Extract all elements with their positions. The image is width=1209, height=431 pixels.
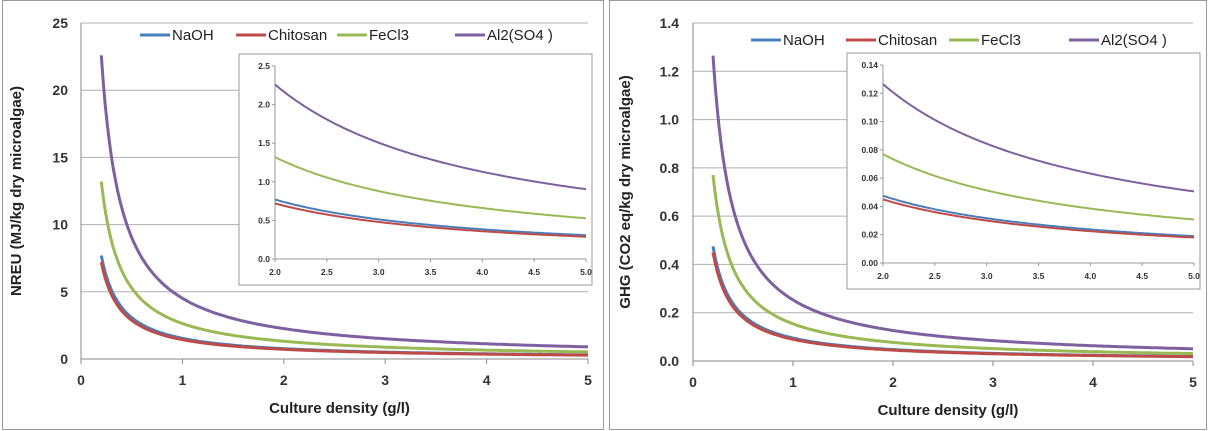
inset-x-tick-label: 5.0 [1188,271,1200,281]
inset-x-tick-label: 2.0 [877,271,889,281]
inset-y-tick-label: 0.10 [861,117,878,127]
x-tick-label: 1 [179,372,187,388]
y-tick-label: 15 [52,149,68,165]
legend-label: Al2(SO4 ) [487,27,553,44]
inset-y-tick-label: 0.00 [861,258,878,268]
inset-series-line-chitosan [882,198,1195,239]
y-tick-label: 25 [52,15,68,31]
x-tick-label: 4 [1089,374,1097,390]
x-tick-label: 0 [689,374,697,390]
inset-series-line-al2so4 [274,83,587,191]
y-tick-label: 0.0 [660,353,680,369]
inset-series-line-fecl3 [882,153,1195,221]
series-line-chitosan [711,252,1194,359]
series-line-al2so4 [99,55,589,349]
x-axis-label: Culture density (g/l) [878,402,1019,419]
y-tick-label: 0.6 [660,208,680,224]
y-tick-label: 1.2 [660,63,680,79]
inset-y-tick-label: 0.14 [861,60,878,70]
inset-y-tick-label: 0.04 [861,201,878,211]
nreu-chart: 0 5 10 15 20 25 0 1 2 3 4 5 Culture density (g/l) NRE… [8,15,593,417]
series-line-fecl3 [711,174,1194,356]
x-tick-label: 5 [584,372,592,388]
inset-x-tick-label: 3.5 [1033,271,1045,281]
series-line-fecl3 [99,181,588,354]
inset-y-tick-label: 1.0 [258,177,270,187]
series-line-chitosan [99,261,588,357]
x-tick-label: 0 [77,372,85,388]
x-tick-label: 3 [381,372,389,388]
inset-y-tick-label: 0.06 [861,173,878,183]
inset-x-tick-label: 3.0 [981,271,993,281]
inset-y-tick-label: 0.12 [861,88,878,98]
inset-series-line-al2so4 [882,83,1195,193]
y-axis-label: NREU (MJ/kg dry microalgae) [8,86,25,296]
y-tick-label: 1.4 [660,15,680,31]
y-tick-label: 5 [60,284,68,300]
legend-label: FeCl3 [981,32,1021,49]
inset-y-tick-label: 2.0 [258,100,270,110]
inset-x-tick-label: 3.5 [425,267,437,277]
inset-y-tick-label: 1.5 [258,138,270,148]
y-tick-label: 0.8 [660,160,680,176]
inset-y-tick-label: 0.0 [258,254,270,264]
y-axis-label: GHG (CO2 eq/kg dry microalgae) [617,75,634,308]
inset-series-line-fecl3 [274,156,587,220]
y-tick-label: 0.4 [660,256,680,272]
legend-label: FeCl3 [369,27,409,44]
inset-y-tick-label: 2.5 [258,61,270,71]
inset-x-tick-label: 2.5 [929,271,941,281]
y-tick-label: 20 [52,82,68,98]
inset-x-tick-label: 4.0 [1084,271,1096,281]
legend-label: Al2(SO4 ) [1101,32,1167,49]
inset-series-line-chitosan [274,202,587,238]
x-tick-label: 1 [789,374,797,390]
inset-frame [846,52,1201,290]
x-tick-label: 2 [889,374,897,390]
inset-x-tick-label: 4.5 [528,267,540,277]
x-tick-label: 3 [989,374,997,390]
x-tick-label: 2 [280,372,288,388]
inset-y-tick-label: 0.08 [861,145,878,155]
inset-x-tick-label: 3.0 [373,267,385,277]
x-axis-label: Culture density (g/l) [269,400,410,417]
y-tick-label: 1.0 [660,112,680,128]
legend-label: Chitosan [268,27,327,44]
inset-frame [238,53,593,286]
ghg-chart: 0.0 0.2 0.4 0.6 0.8 1.0 1.2 1.4 0 1 2 3 4 5 Culture de… [617,15,1201,419]
inset-series-line-naoh [882,194,1195,238]
inset-x-tick-label: 4.5 [1136,271,1148,281]
inset-series-line-naoh [274,198,587,237]
legend-label: Chitosan [878,32,937,49]
x-tick-label: 5 [1189,374,1197,390]
legend-label: NaOH [783,32,825,49]
chart-panel-nreu: 0 5 10 15 20 25 0 1 2 3 4 5 Culture density (g/l) NRE… [2,0,604,430]
inset-y-tick-label: 0.5 [258,215,270,225]
inset-x-tick-label: 2.0 [269,267,281,277]
inset-x-tick-label: 5.0 [580,267,592,277]
inset-y-tick-label: 0.02 [861,230,878,240]
chart-panel-ghg: 0.0 0.2 0.4 0.6 0.8 1.0 1.2 1.4 0 1 2 3 4 5 Culture de… [609,0,1207,430]
legend-label: NaOH [172,27,214,44]
y-tick-label: 10 [52,217,68,233]
series-line-al2so4 [711,55,1194,351]
x-tick-label: 4 [483,372,491,388]
y-tick-label: 0 [60,351,68,367]
inset-x-tick-label: 2.5 [321,267,333,277]
y-tick-label: 0.2 [660,305,680,321]
inset-x-tick-label: 4.0 [476,267,488,277]
